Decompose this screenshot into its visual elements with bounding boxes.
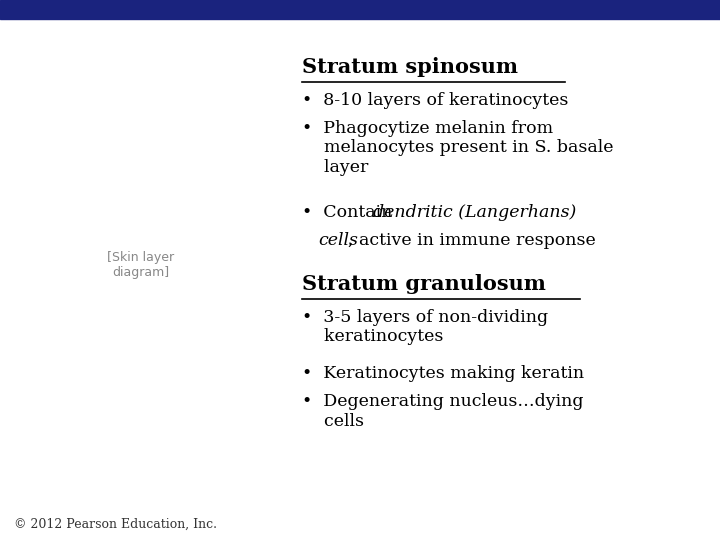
Text: •  Keratinocytes making keratin: • Keratinocytes making keratin [302,365,585,382]
Text: •  Phagocytize melanin from
    melanocytes present in S. basale
    layer: • Phagocytize melanin from melanocytes p… [302,120,614,176]
Text: •  Contain: • Contain [302,204,398,221]
Text: Stratum spinosum: Stratum spinosum [302,57,518,77]
Text: dendritic (Langerhans): dendritic (Langerhans) [373,204,576,221]
Text: Stratum granulosum: Stratum granulosum [302,274,546,294]
Text: , active in immune response: , active in immune response [348,232,596,249]
Text: © 2012 Pearson Education, Inc.: © 2012 Pearson Education, Inc. [14,517,217,530]
Text: [Skin layer
diagram]: [Skin layer diagram] [107,251,174,279]
Text: •  8-10 layers of keratinocytes: • 8-10 layers of keratinocytes [302,92,569,109]
Text: cells: cells [318,232,358,249]
Text: •  3-5 layers of non-dividing
    keratinocytes: • 3-5 layers of non-dividing keratinocyt… [302,309,549,346]
Text: •  Degenerating nucleus…dying
    cells: • Degenerating nucleus…dying cells [302,393,584,430]
